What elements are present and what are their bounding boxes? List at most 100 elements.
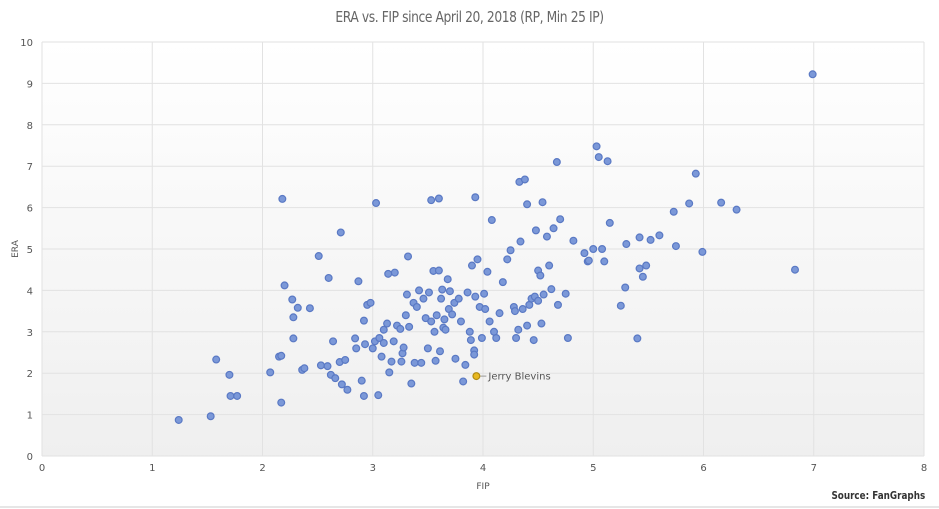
data-point <box>300 364 309 373</box>
data-point <box>401 311 410 320</box>
chart-title: ERA vs. FIP since April 20, 2018 (RP, Mi… <box>335 8 604 26</box>
data-point <box>481 305 490 314</box>
data-point <box>445 287 454 296</box>
data-point <box>514 325 523 334</box>
data-point <box>266 368 275 377</box>
data-point <box>600 257 609 266</box>
data-point <box>516 237 525 246</box>
divider <box>0 506 939 508</box>
data-point <box>410 358 419 367</box>
data-point <box>487 216 496 225</box>
data-point <box>537 319 546 328</box>
data-point <box>635 233 644 242</box>
data-point <box>531 226 540 235</box>
data-point <box>471 292 480 301</box>
data-point <box>368 344 377 353</box>
data-point <box>545 261 554 270</box>
data-point <box>423 344 432 353</box>
data-point <box>466 336 475 345</box>
data-point <box>431 356 440 365</box>
x-tick-label: 7 <box>811 463 817 474</box>
data-point <box>343 385 352 394</box>
y-axis-ticks: 0 1 2 3 4 5 6 7 8 9 10 <box>20 38 33 463</box>
data-point <box>174 415 183 424</box>
data-point <box>432 311 441 320</box>
data-point <box>372 199 381 208</box>
x-tick-label: 8 <box>921 463 927 474</box>
data-point <box>523 321 532 330</box>
data-point <box>404 252 413 261</box>
data-point <box>584 256 593 265</box>
data-point <box>329 337 338 346</box>
data-points <box>174 70 817 424</box>
highlight-point <box>472 372 481 381</box>
data-point <box>698 247 707 256</box>
data-point <box>655 231 664 240</box>
y-tick-label: 3 <box>27 328 33 339</box>
data-point <box>341 355 350 364</box>
data-point <box>592 142 601 151</box>
data-point <box>354 277 363 286</box>
data-point <box>646 235 655 244</box>
data-point <box>563 334 572 343</box>
data-point <box>415 286 424 295</box>
data-point <box>451 354 460 363</box>
x-tick-label: 6 <box>700 463 706 474</box>
y-tick-label: 10 <box>20 38 33 49</box>
data-point <box>233 391 242 400</box>
x-tick-label: 2 <box>259 463 265 474</box>
data-point <box>518 305 527 314</box>
data-point <box>417 358 426 367</box>
data-point <box>316 361 325 370</box>
data-point <box>685 199 694 208</box>
data-point <box>357 376 366 385</box>
data-point <box>498 278 507 287</box>
data-point <box>396 324 405 333</box>
data-point <box>605 218 614 227</box>
highlighted-point: Jerry Blevins <box>472 372 551 383</box>
y-tick-label: 7 <box>27 162 33 173</box>
data-point <box>277 351 286 360</box>
data-point <box>483 267 492 276</box>
data-point <box>461 360 470 369</box>
data-point <box>385 368 394 377</box>
data-point <box>206 412 215 421</box>
data-point <box>436 347 445 356</box>
data-point <box>440 315 449 324</box>
y-tick-label: 9 <box>27 79 33 90</box>
data-point <box>226 391 235 400</box>
data-point <box>402 290 411 299</box>
data-point <box>389 337 398 346</box>
x-tick-label: 3 <box>370 463 376 474</box>
data-point <box>278 194 287 203</box>
data-point <box>437 294 446 303</box>
data-point <box>669 207 678 216</box>
data-point <box>691 169 700 178</box>
data-point <box>717 198 726 207</box>
data-point <box>477 334 486 343</box>
data-point <box>594 153 603 162</box>
data-point <box>622 240 631 249</box>
data-point <box>638 272 647 281</box>
data-point <box>603 157 612 166</box>
data-point <box>337 380 346 389</box>
data-point <box>459 377 468 386</box>
data-point <box>556 215 565 224</box>
data-point <box>366 298 375 307</box>
y-axis-label: ERA <box>11 239 21 258</box>
data-point <box>510 307 519 316</box>
data-point <box>359 391 368 400</box>
data-point <box>289 334 298 343</box>
y-tick-label: 4 <box>27 286 33 297</box>
data-point <box>539 290 548 299</box>
data-point <box>485 317 494 326</box>
data-point <box>470 350 479 359</box>
data-point <box>492 334 501 343</box>
data-point <box>536 271 545 280</box>
data-point <box>671 242 680 251</box>
data-point <box>379 338 388 347</box>
data-point <box>293 303 302 312</box>
data-point <box>384 269 393 278</box>
data-point <box>598 245 607 254</box>
